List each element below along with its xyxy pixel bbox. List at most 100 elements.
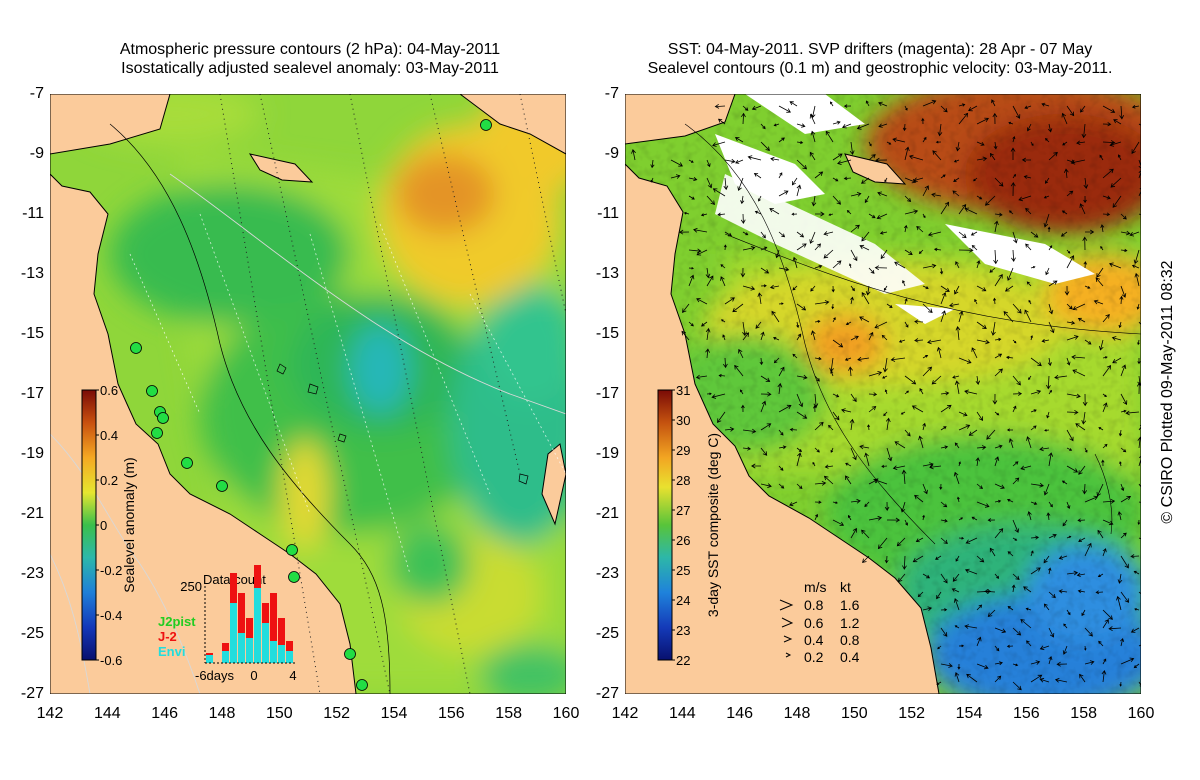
velocity-vector — [865, 100, 870, 107]
inset-bar-envi — [230, 603, 237, 663]
velocity-vector — [901, 469, 907, 485]
velocity-vector — [940, 537, 948, 544]
velocity-vector — [993, 249, 999, 265]
right-lat-tick-label: -9 — [604, 145, 619, 162]
left-lat-tick-label: -15 — [20, 325, 44, 342]
velocity-vector — [1066, 429, 1074, 442]
velocity-vector — [914, 338, 924, 343]
velocity-vector — [705, 327, 711, 341]
velocity-vector — [1085, 229, 1095, 235]
velocity-vector — [706, 275, 714, 287]
velocity-vector — [796, 374, 808, 380]
sst-colorbar-tick: 31 — [676, 383, 690, 398]
velocity-vector — [796, 452, 802, 467]
velocity-vector — [1041, 102, 1050, 107]
velocity-vector — [1096, 483, 1104, 497]
velocity-vector — [1026, 640, 1032, 647]
right-lon-tick-label: 158 — [1070, 705, 1097, 722]
velocity-vector — [1134, 608, 1140, 611]
velocity-vector — [850, 296, 854, 305]
velocity-vector — [1066, 570, 1079, 576]
velocity-vector — [994, 353, 1003, 359]
velocity-vector — [1108, 262, 1122, 269]
velocity-vector — [1030, 357, 1042, 367]
velocity-vector — [958, 203, 967, 215]
velocity-vector — [1066, 357, 1071, 366]
tide-gauge-marker — [344, 648, 356, 660]
velocity-vector — [742, 245, 756, 251]
velocity-vector — [876, 213, 888, 220]
velocity-vector — [1007, 551, 1014, 557]
velocity-vector — [1006, 428, 1013, 432]
velocity-vector — [717, 212, 726, 217]
velocity-vector — [1062, 645, 1068, 655]
velocity-vector — [922, 136, 927, 143]
velocity-vector — [796, 303, 807, 311]
velocity-vector — [958, 247, 974, 253]
velocity-vector — [1120, 637, 1125, 647]
velocity-vector — [1095, 590, 1104, 595]
velocity-vector — [832, 260, 842, 269]
velocity-vector — [911, 405, 924, 413]
velocity-vector — [1118, 429, 1123, 437]
velocity-vector — [778, 302, 784, 305]
velocity-vector — [1048, 280, 1058, 287]
velocity-vector — [935, 140, 942, 144]
velocity-vector — [706, 195, 716, 205]
velocity-vector — [1012, 681, 1022, 691]
right-lon-tick-label: 144 — [668, 705, 696, 722]
velocity-vector — [1046, 512, 1051, 521]
inset-x-tick: 4 — [289, 668, 296, 683]
velocity-vector — [1066, 255, 1075, 269]
velocity-vector — [994, 444, 1003, 449]
velocity-vector — [1117, 511, 1122, 521]
velocity-vector — [740, 195, 745, 205]
velocity-vector — [1130, 554, 1140, 559]
velocity-vector — [965, 537, 978, 544]
velocity-vector — [778, 483, 785, 489]
sealevel-colorbar-tick: 0.4 — [100, 428, 118, 443]
velocity-vector — [631, 149, 636, 161]
velocity-vector — [937, 645, 942, 650]
velocity-vector — [760, 246, 768, 251]
velocity-vector — [1102, 548, 1107, 557]
velocity-vector — [1097, 573, 1104, 577]
velocity-vector — [1012, 231, 1018, 244]
velocity-vector — [968, 429, 978, 436]
velocity-vector — [1097, 529, 1104, 539]
velocity-vector — [772, 336, 780, 341]
velocity-vector — [1083, 177, 1089, 189]
legend-j2pist: J2pist — [158, 614, 196, 629]
inset-bar-envi — [246, 638, 253, 663]
velocity-vector — [1066, 609, 1071, 616]
inset-bar-envi — [278, 645, 285, 663]
velocity-vector — [892, 137, 906, 143]
sst-colorbar-ticks: 31 30 29 28 27 26 25 24 23 22 — [672, 383, 690, 668]
velocity-vector — [955, 555, 960, 562]
velocity-vector — [832, 195, 842, 205]
velocity-vector — [1138, 644, 1141, 647]
velocity-vector — [791, 212, 798, 216]
sst-colorbar-label: 3-day SST composite (deg C) — [705, 433, 721, 617]
velocity-vector — [849, 263, 852, 269]
velocity-vector — [1044, 138, 1050, 143]
velocity-vector — [1063, 168, 1069, 179]
velocity-vector — [968, 105, 978, 112]
velocity-vector — [742, 285, 756, 291]
velocity-vector — [955, 141, 961, 152]
velocity-vector — [958, 411, 968, 417]
velocity-vector — [832, 393, 840, 398]
velocity-vector — [735, 159, 744, 164]
velocity-vector — [904, 249, 913, 256]
velocity-vector — [1138, 537, 1141, 540]
right-title-line-1: SST: 04-May-2011. SVP drifters (magenta)… — [667, 41, 1093, 58]
velocity-vector — [1012, 573, 1020, 581]
inset-y-tick: 250 — [180, 579, 202, 594]
cloud-mask — [715, 94, 1095, 324]
velocity-vector — [846, 210, 852, 215]
velocity-vector — [940, 105, 948, 113]
velocity-vector — [860, 177, 870, 184]
speed-row-kt: 0.4 — [840, 649, 860, 665]
inset-bar-j2 — [238, 593, 245, 663]
velocity-vector — [695, 374, 708, 380]
